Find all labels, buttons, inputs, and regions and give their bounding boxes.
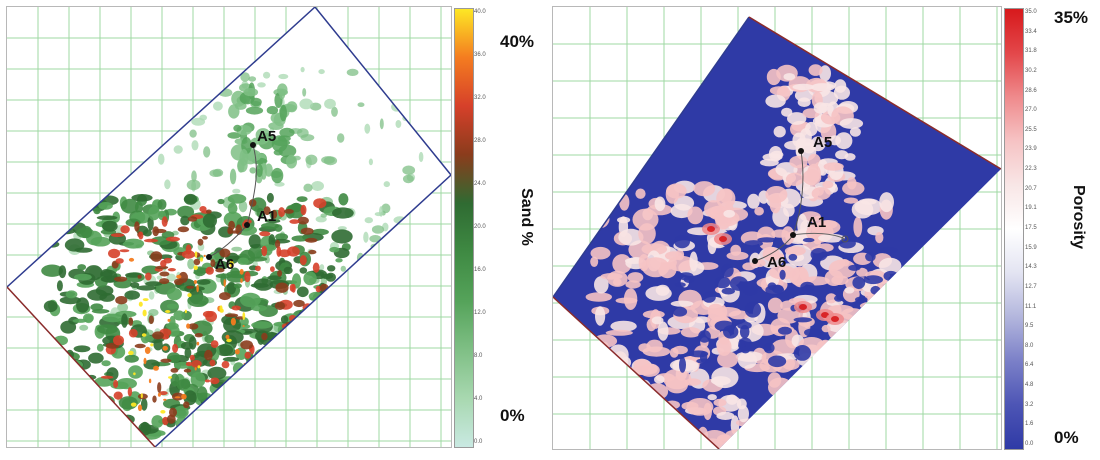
well-marker-a5[interactable]: A5 [798,134,832,154]
survey-boundary-left [553,296,720,449]
colorbar-tick-label: 1.6 [1025,421,1034,428]
porosity-colorbar-title: Porosity [1070,184,1087,249]
colorbar-tick-label: 4.0 [474,396,483,402]
colorbar-tick-label: 19.1 [1025,205,1037,212]
porosity-colorbar-ticks: 35.0 33.4 31.8 30.2 28.6 27.0 25.5 23.9 22.3 20.7… [1025,8,1041,448]
colorbar-tick-label: 36.0 [474,52,486,58]
well-marker-offset [841,235,849,243]
colorbar-tick-label: 0.0 [474,439,483,445]
sand-min-label: 0% [500,406,525,425]
colorbar-tick-label: 8.0 [474,353,483,359]
colorbar-tick-label: 23.9 [1025,146,1037,153]
survey-boundary-bottom [154,174,451,447]
svg-text:A5: A5 [813,134,832,151]
colorbar-tick-label: 28.0 [474,138,486,144]
colorbar-tick-label: 11.1 [1025,303,1037,310]
colorbar-tick-label: 12.7 [1025,283,1037,290]
colorbar-tick-label: 30.2 [1025,67,1037,74]
colorbar-tick-label: 15.9 [1025,244,1037,251]
colorbar-tick-label: 16.0 [474,267,486,273]
sand-colorbar-ticks: 40.0 36.0 32.0 28.0 24.0 20.0 16.0 12.0 8.0 4.0 0.… [474,8,490,446]
svg-text:A6: A6 [215,256,234,273]
sand-map-view[interactable]: A5 A1 A6 [6,6,452,448]
colorbar-tick-label: 35.0 [1025,9,1037,15]
porosity-colorbar [1004,8,1024,450]
sand-colorbar-title: Sand % [518,188,535,246]
colorbar-tick-label: 27.0 [1025,107,1037,114]
porosity-map-canvas: A5 A1 A6 [553,7,1001,449]
colorbar-tick-label: 25.5 [1025,126,1037,133]
sand-map-canvas: A5 A1 A6 [7,7,451,447]
porosity-map-panel: A5 A1 A6 35.0 33.4 31.8 30.2 28.6 27.0 25.5 23.… [550,0,1100,460]
well-marker-a5[interactable]: A5 [250,128,276,148]
colorbar-tick-label: 31.8 [1025,48,1037,55]
survey-boundary [7,7,451,288]
sand-max-label: 40% [500,32,535,51]
colorbar-tick-label: 20.0 [474,224,486,230]
colorbar-tick-label: 20.7 [1025,185,1037,192]
colorbar-tick-label: 24.0 [474,181,486,187]
colorbar-tick-label: 32.0 [474,95,486,101]
well-marker-a6[interactable]: A6 [206,254,234,273]
colorbar-tick-label: 3.2 [1025,401,1034,408]
porosity-min-label: 0% [1054,428,1079,447]
survey-boundary-left [7,286,156,447]
colorbar-tick-label: 33.4 [1025,28,1037,35]
survey-boundary-top [748,16,1001,170]
colorbar-tick-label: 0.0 [1025,441,1034,447]
colorbar-tick-label: 14.3 [1025,264,1037,271]
colorbar-tick-label: 8.0 [1025,342,1034,349]
well-marker-a1[interactable]: A1 [244,208,276,228]
well-marker-a1[interactable]: A1 [790,214,826,238]
svg-text:A1: A1 [257,208,276,225]
colorbar-tick-label: 22.3 [1025,166,1037,173]
colorbar-tick-label: 4.8 [1025,382,1034,389]
colorbar-tick-label: 6.4 [1025,362,1034,369]
colorbar-tick-label: 40.0 [474,9,486,15]
well-trajectory-branch [792,232,846,240]
porosity-map-view[interactable]: A5 A1 A6 [552,6,1002,450]
svg-text:A1: A1 [807,214,826,231]
porosity-distribution [553,17,1001,449]
svg-text:A5: A5 [257,128,276,145]
sand-colorbar [454,8,474,448]
survey-boundary [553,16,750,298]
colorbar-tick-label: 17.5 [1025,225,1037,231]
porosity-max-label: 35% [1054,8,1089,27]
colorbar-tick-label: 9.5 [1025,323,1034,330]
well-marker-a6[interactable]: A6 [752,254,786,271]
colorbar-tick-label: 12.0 [474,310,486,316]
sand-map-panel: A5 A1 A6 40.0 36.0 32.0 28.0 24.0 20.0 16.0 12.… [0,0,545,460]
svg-text:A6: A6 [767,254,786,271]
colorbar-tick-label: 28.6 [1025,87,1037,94]
